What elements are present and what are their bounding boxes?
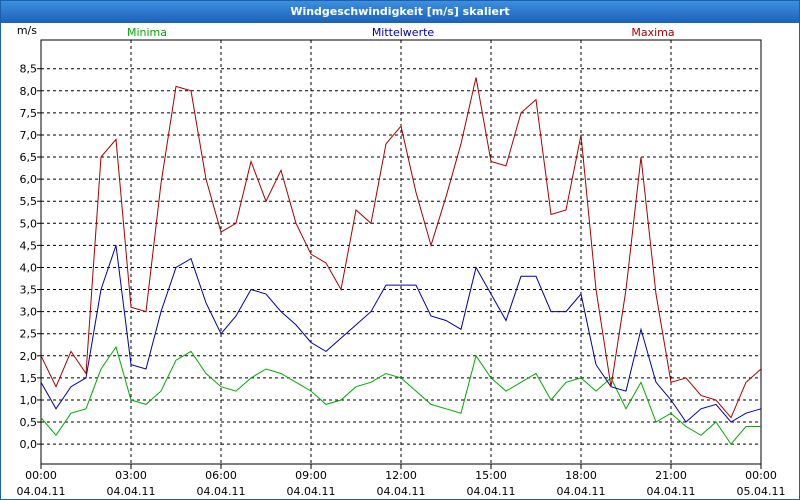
y-tick-label: 0,5 <box>20 416 38 429</box>
y-tick-label: 0,0 <box>20 438 38 451</box>
x-tick-date: 04.04.11 <box>17 485 66 498</box>
x-tick-date: 04.04.11 <box>467 485 516 498</box>
y-tick-label: 4,5 <box>20 239 38 252</box>
legend-entry-mittelwerte: Mittelwerte <box>372 26 435 39</box>
series-line-maxima <box>40 77 762 419</box>
y-tick-label: 5,0 <box>20 217 38 230</box>
y-tick-label: 2,5 <box>20 328 38 341</box>
y-tick-label: 3,5 <box>20 284 38 297</box>
x-tick-time: 09:00 <box>295 469 327 482</box>
y-tick-label: 6,0 <box>20 173 38 186</box>
legend-entry-maxima: Maxima <box>631 26 674 39</box>
y-tick-label: 5,5 <box>20 195 38 208</box>
series-line-minima <box>40 345 761 445</box>
y-tick-label: 1,5 <box>20 372 38 385</box>
x-tick-date: 04.04.11 <box>287 485 336 498</box>
x-tick-time: 21:00 <box>655 469 687 482</box>
y-tick-label: 8,5 <box>20 63 38 76</box>
x-tick-date: 04.04.11 <box>197 485 246 498</box>
x-tick-time: 00:00 <box>25 469 57 482</box>
x-tick-date: 04.04.11 <box>107 485 156 498</box>
x-tick-time: 15:00 <box>475 469 507 482</box>
series-line-mittelwerte <box>40 245 762 423</box>
chart-title: Windgeschwindigkeit [m/s] skaliert <box>1 1 799 23</box>
x-tick-time: 00:00 <box>745 469 777 482</box>
x-tick-time: 03:00 <box>115 469 147 482</box>
y-tick-label: 2,0 <box>20 350 38 363</box>
x-tick-date: 04.04.11 <box>377 485 426 498</box>
x-tick-date: 05.04.11 <box>737 485 786 498</box>
x-tick-time: 18:00 <box>565 469 597 482</box>
x-tick-time: 12:00 <box>385 469 417 482</box>
y-tick-label: 8,0 <box>20 85 38 98</box>
y-tick-label: 1,0 <box>20 394 38 407</box>
x-tick-date: 04.04.11 <box>647 485 696 498</box>
y-tick-label: 6,5 <box>20 151 38 164</box>
y-tick-label: 3,0 <box>20 306 38 319</box>
y-axis-label: m/s <box>17 24 37 37</box>
x-tick-time: 06:00 <box>205 469 237 482</box>
y-tick-label: 4,0 <box>20 261 38 274</box>
wind-speed-chart: 0,0 0,5 1,0 1,5 2,0 2,5 3,0 3,5 4,0 4,5 5,0 5,5 6,0 6… <box>17 24 786 498</box>
legend-entry-minima: Minima <box>127 26 167 39</box>
y-tick-label: 7,0 <box>20 129 38 142</box>
x-tick-date: 04.04.11 <box>557 485 606 498</box>
y-tick-label: 7,5 <box>20 107 38 120</box>
